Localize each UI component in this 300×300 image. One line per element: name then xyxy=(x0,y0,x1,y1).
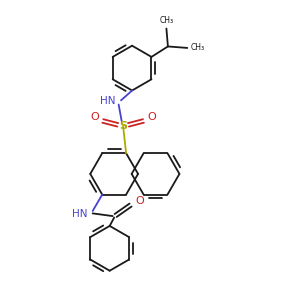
Text: HN: HN xyxy=(72,209,87,219)
Text: O: O xyxy=(90,112,99,122)
Text: O: O xyxy=(147,112,156,122)
Text: S: S xyxy=(119,121,127,131)
Text: CH₃: CH₃ xyxy=(159,16,173,25)
Text: CH₃: CH₃ xyxy=(191,44,205,52)
Text: HN: HN xyxy=(100,96,116,106)
Text: O: O xyxy=(135,196,144,206)
